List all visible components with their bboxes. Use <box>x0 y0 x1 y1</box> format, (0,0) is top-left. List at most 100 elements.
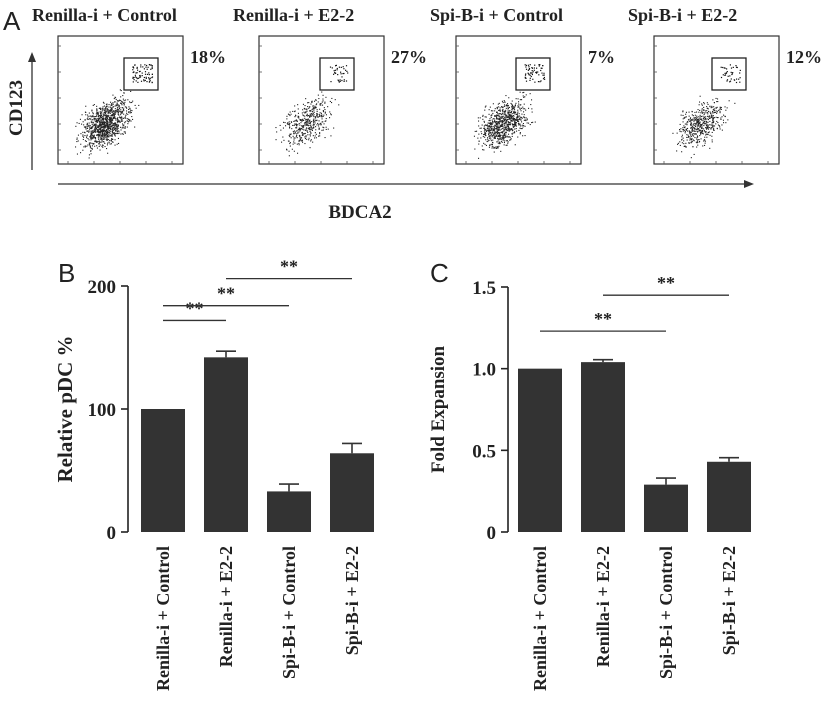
flow-event <box>91 142 93 144</box>
flow-event <box>517 116 519 118</box>
flow-event <box>684 129 686 131</box>
flow-event <box>489 129 491 131</box>
flow-event <box>690 134 692 136</box>
flow-event <box>489 118 491 120</box>
significance-label: ** <box>186 298 204 318</box>
flow-event <box>501 120 503 122</box>
flow-event <box>504 128 506 130</box>
flow-event <box>294 111 296 113</box>
flow-event <box>107 116 109 118</box>
flow-event <box>151 82 153 84</box>
flow-event <box>300 137 302 139</box>
flow-event <box>488 131 490 133</box>
flow-event <box>500 124 502 126</box>
flow-event <box>691 114 693 116</box>
flow-event <box>105 132 107 134</box>
flow-event <box>294 123 296 125</box>
flow-event <box>703 116 705 118</box>
flow-event <box>91 134 93 136</box>
flow-event <box>518 103 520 105</box>
flow-event <box>100 138 102 140</box>
flow-event <box>306 130 308 132</box>
flow-event <box>498 109 500 111</box>
flow-event <box>725 109 727 111</box>
flow-event <box>491 143 493 145</box>
flow-event <box>132 118 134 120</box>
flow-event <box>116 100 118 102</box>
flow-event <box>119 89 121 91</box>
flow-event <box>115 97 117 99</box>
flow-event <box>308 122 310 124</box>
flow-event <box>111 130 113 132</box>
flow-event <box>136 67 138 69</box>
flow-gate-percent: 7% <box>588 47 615 67</box>
flow-event <box>105 137 107 139</box>
flow-event <box>310 115 312 117</box>
flow-event <box>141 75 143 77</box>
flow-event <box>499 117 501 119</box>
flow-event <box>491 119 493 121</box>
flow-event <box>312 135 314 137</box>
flow-event <box>313 114 315 116</box>
flow-event <box>107 131 109 133</box>
flow-event <box>499 129 501 131</box>
flow-event <box>490 110 492 112</box>
flow-event <box>107 125 109 127</box>
flow-event <box>531 67 533 69</box>
flow-event <box>708 110 710 112</box>
flow-event <box>302 114 304 116</box>
flow-event <box>492 112 494 114</box>
flow-event <box>321 114 323 116</box>
flow-event <box>499 141 501 143</box>
flow-event <box>706 127 708 129</box>
flow-event <box>330 113 332 115</box>
flow-event <box>336 67 338 70</box>
flow-event <box>542 78 545 80</box>
flow-event <box>322 115 324 117</box>
flow-event <box>116 143 118 145</box>
flow-event <box>507 125 509 127</box>
flow-event <box>94 137 96 139</box>
flow-event <box>496 117 498 119</box>
flow-event <box>478 125 480 127</box>
flow-event <box>522 106 524 108</box>
flow-event <box>112 128 114 130</box>
flow-event <box>304 119 306 121</box>
flow-event <box>303 129 305 131</box>
flow-event <box>105 108 107 110</box>
flow-event <box>507 106 509 108</box>
flow-event <box>501 137 503 139</box>
flow-event <box>701 130 703 132</box>
flow-event <box>123 117 125 119</box>
flow-event <box>524 108 526 110</box>
flow-event <box>325 96 327 98</box>
flow-event <box>512 119 514 121</box>
flow-event <box>147 66 149 68</box>
flow-event <box>112 119 114 121</box>
flow-event <box>83 126 85 128</box>
flow-event <box>306 124 308 126</box>
flow-event <box>521 99 523 101</box>
flow-event <box>485 129 487 131</box>
flow-event <box>118 142 120 144</box>
flow-event <box>701 111 703 113</box>
flow-event <box>97 121 99 123</box>
x-tick-label: Renilla-i + E2-2 <box>216 546 236 667</box>
flow-event <box>102 141 104 143</box>
flow-event <box>707 132 709 134</box>
flow-event <box>94 128 96 130</box>
flow-event <box>495 128 497 130</box>
flow-y-axis-label: CD123 <box>6 80 27 136</box>
flow-event <box>493 137 495 139</box>
flow-event <box>130 112 132 114</box>
flow-event <box>489 131 491 133</box>
flow-event <box>102 118 104 120</box>
flow-event <box>684 145 686 147</box>
flow-event <box>724 74 727 76</box>
flow-event <box>719 106 721 108</box>
flow-event <box>498 133 500 135</box>
flow-event <box>518 101 520 103</box>
flow-event <box>123 92 125 94</box>
flow-event <box>136 72 138 74</box>
flow-event <box>522 108 524 110</box>
